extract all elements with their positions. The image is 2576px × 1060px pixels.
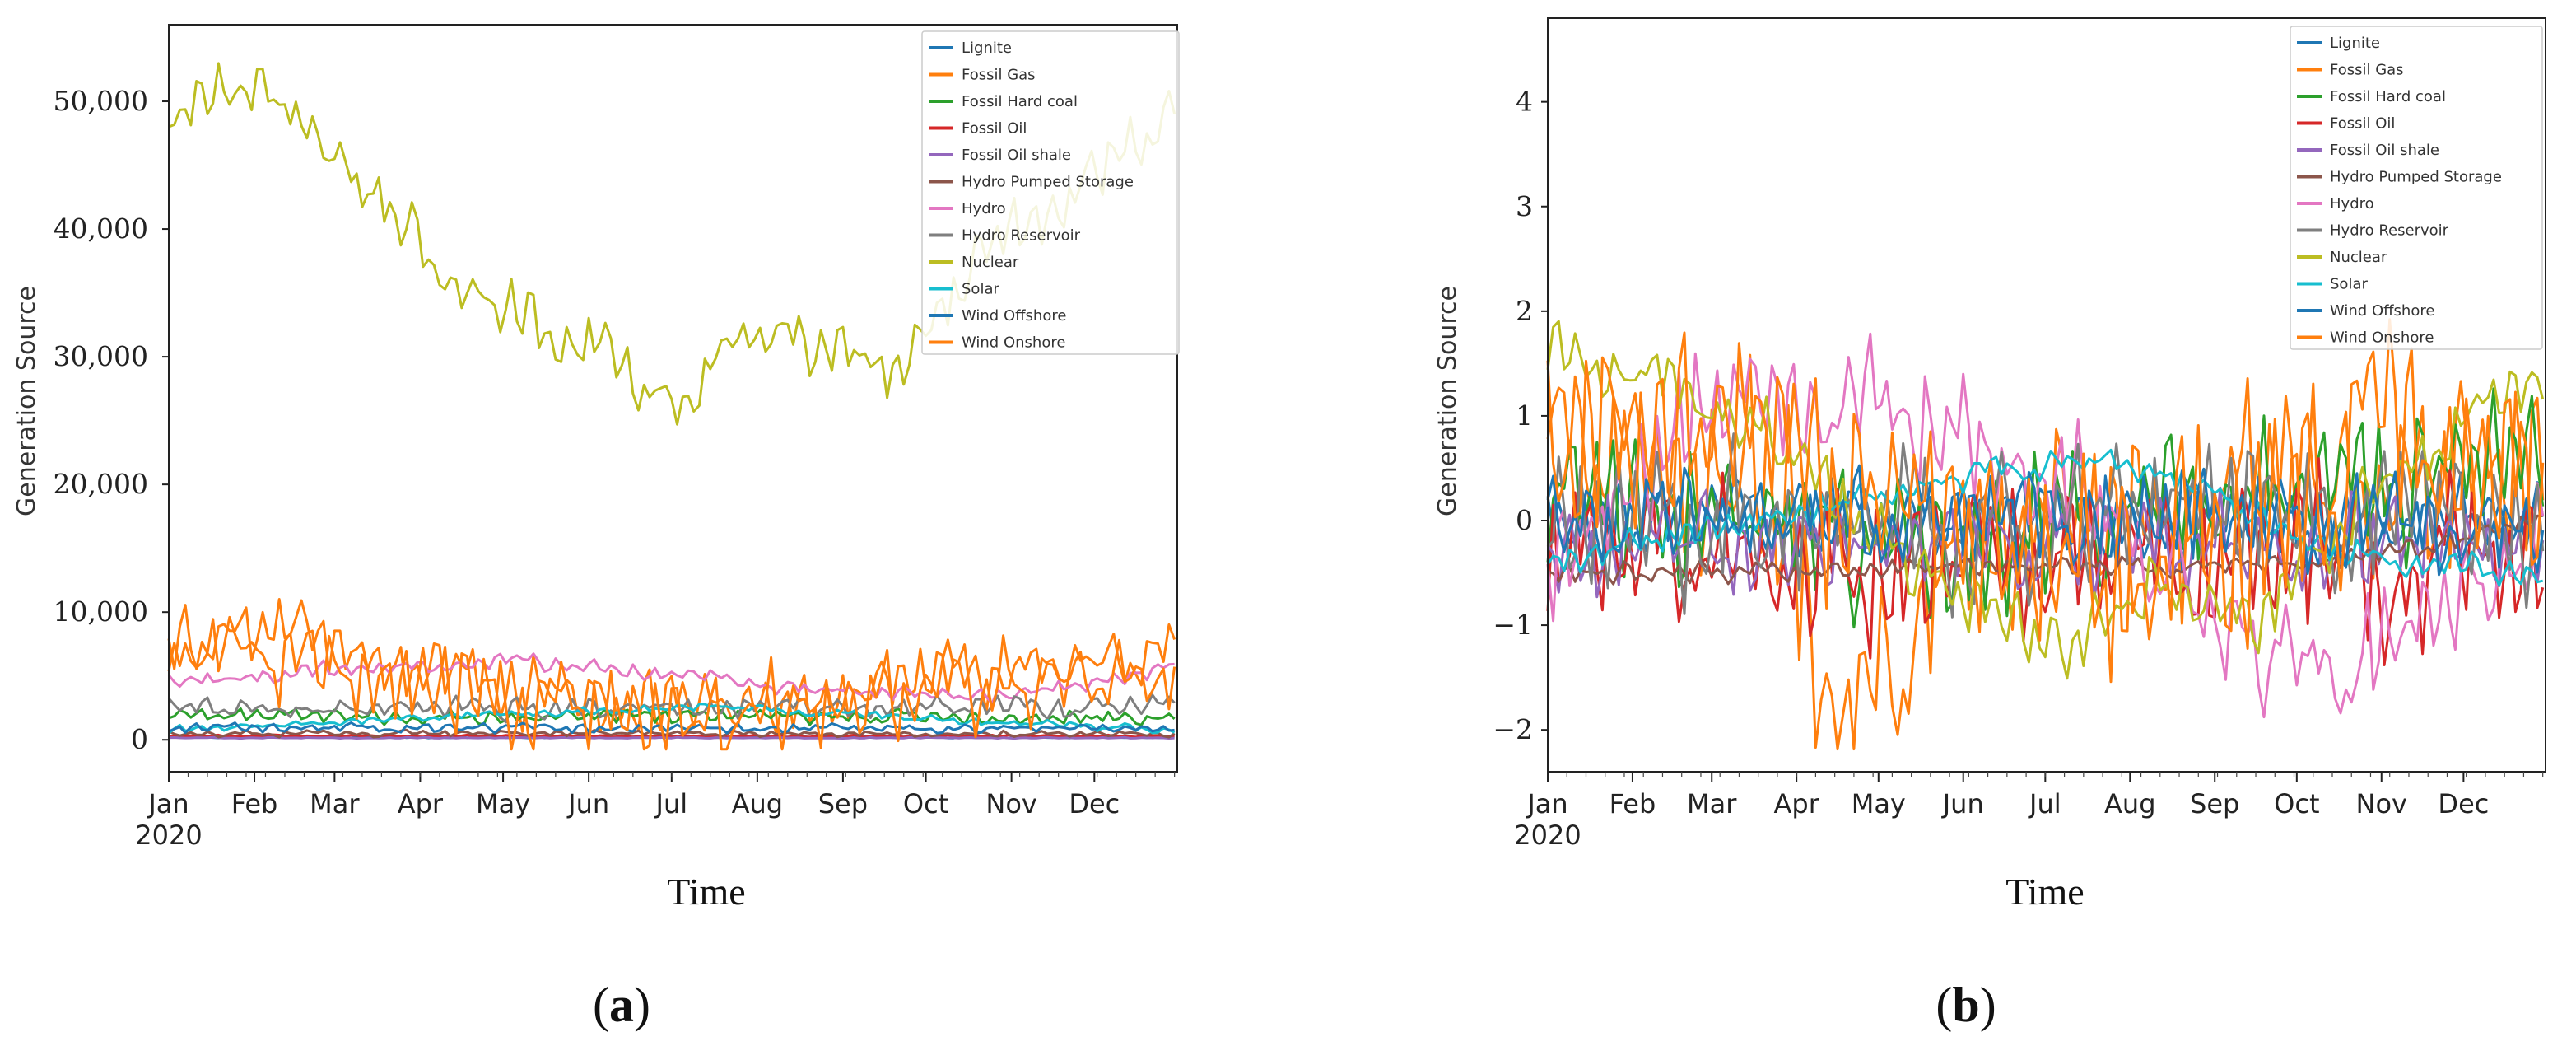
x-tick-label: Jul bbox=[654, 788, 688, 820]
series-line-hydro-reservoir bbox=[167, 693, 1176, 724]
panel-caption-b: (b) bbox=[1935, 978, 1996, 1032]
legend-entry: Hydro Pumped Storage bbox=[2330, 169, 2502, 186]
x-tick-label: Nov bbox=[985, 788, 1036, 820]
chart-panel-a: 0 10,000 20,000 30,000 40,000 50,000 Jan 2020 F… bbox=[12, 24, 1180, 1032]
y-axis-label-a: Generation Source bbox=[12, 286, 41, 516]
legend-box bbox=[2290, 26, 2543, 350]
x-tick-label: Aug bbox=[2104, 788, 2155, 820]
legend-entry: Nuclear bbox=[2330, 249, 2387, 266]
y-tick-label: −2 bbox=[1493, 713, 1533, 745]
legend-entry: Hydro Reservoir bbox=[2330, 222, 2449, 240]
y-axis-label-b: Generation Source bbox=[1433, 286, 1462, 516]
series-layer-b bbox=[1546, 318, 2545, 751]
y-ticks-b: −2 −1 0 1 2 3 4 bbox=[1493, 86, 1548, 745]
x-tick-label: Nov bbox=[2356, 788, 2407, 820]
chart-panel-b: −2 −1 0 1 2 3 4 Jan 2020 Feb Mar Apr May Jun Jul Aug Se… bbox=[1433, 17, 2546, 1032]
series-layer-a bbox=[167, 62, 1176, 751]
legend-entry: Fossil Gas bbox=[2330, 62, 2404, 79]
series-line-hydro-pumped-storage bbox=[1547, 514, 2543, 586]
series-line-fossil-hard-coal bbox=[168, 707, 1176, 726]
legend-entry: Wind Onshore bbox=[2330, 329, 2434, 347]
legend-entry: Solar bbox=[2330, 276, 2368, 293]
x-axis-label-a: Time bbox=[667, 871, 745, 913]
y-tick-label: 1 bbox=[1516, 399, 1533, 432]
legend-entry: Hydro bbox=[962, 200, 1006, 217]
series-line-nuclear bbox=[1546, 320, 2545, 680]
y-tick-label: 2 bbox=[1516, 295, 1533, 327]
series-line-wind-onshore bbox=[1546, 318, 2545, 684]
y-tick-label: 50,000 bbox=[54, 85, 148, 117]
series-line-hydro-pumped-storage bbox=[168, 728, 1176, 739]
legend-b: Lignite Fossil Gas Fossil Hard coal Fossil … bbox=[2290, 26, 2543, 350]
x-ticks-a: Jan 2020 Feb Mar Apr May Jun Jul Aug Sep Oct Nov Dec bbox=[135, 772, 1176, 851]
x-tick-label: May bbox=[476, 788, 530, 820]
series-line-wind-offshore bbox=[168, 721, 1175, 735]
x-tick-label: Jan 2020 bbox=[1514, 788, 1581, 851]
plot-frame-b bbox=[1547, 17, 2546, 773]
series-line-fossil-gas bbox=[167, 598, 1176, 735]
plot-frame-a bbox=[168, 24, 1178, 773]
legend-a: Lignite Fossil Gas Fossil Hard coal Fossil … bbox=[921, 30, 1180, 355]
legend-entry: Fossil Hard coal bbox=[2330, 88, 2446, 105]
series-line-hydro bbox=[167, 652, 1175, 705]
legend-entry: Lignite bbox=[962, 40, 1012, 57]
y-tick-label: 40,000 bbox=[54, 212, 148, 245]
y-ticks-a: 0 10,000 20,000 30,000 40,000 50,000 bbox=[54, 85, 169, 755]
legend-entry: Hydro Reservoir bbox=[962, 227, 1081, 245]
x-tick-label: Oct bbox=[2274, 788, 2319, 820]
x-axis-label-b: Time bbox=[2005, 871, 2084, 913]
series-line-hydro bbox=[1546, 332, 2545, 719]
x-tick-label: Feb bbox=[231, 788, 278, 820]
y-tick-label: 3 bbox=[1516, 190, 1533, 222]
x-tick-label: Oct bbox=[903, 788, 948, 820]
series-line-wind-onshore bbox=[167, 615, 1176, 751]
x-tick-label: Dec bbox=[1069, 788, 1120, 820]
x-tick-label: Aug bbox=[732, 788, 783, 820]
y-tick-label: 0 bbox=[1516, 504, 1533, 536]
x-tick-label: Mar bbox=[1687, 788, 1737, 820]
legend-entry: Solar bbox=[962, 281, 999, 298]
y-tick-label: 30,000 bbox=[54, 340, 148, 372]
legend-entry: Lignite bbox=[2330, 35, 2380, 52]
legend-entry: Hydro Pumped Storage bbox=[962, 174, 1134, 191]
x-tick-label: Jun bbox=[1941, 788, 1984, 820]
legend-entry: Fossil Oil shale bbox=[2330, 142, 2439, 159]
legend-entry: Fossil Oil shale bbox=[962, 147, 1071, 164]
legend-entry: Fossil Oil bbox=[962, 120, 1027, 138]
series-line-fossil-hard-coal bbox=[1546, 387, 2545, 629]
x-tick-label: Jul bbox=[2028, 788, 2061, 820]
x-tick-label: Sep bbox=[2190, 788, 2239, 820]
x-tick-label: Jun bbox=[566, 788, 609, 820]
legend-entry: Wind Offshore bbox=[962, 307, 1066, 325]
panel-caption-a: (a) bbox=[593, 978, 650, 1032]
series-line-fossil-oil-shale bbox=[168, 735, 1175, 740]
series-line-fossil-oil bbox=[1546, 457, 2545, 666]
y-tick-label: 4 bbox=[1516, 86, 1533, 118]
x-ticks-b: Jan 2020 Feb Mar Apr May Jun Jul Aug Sep Oct Nov Dec bbox=[1514, 772, 2544, 851]
legend-entry: Fossil Gas bbox=[962, 67, 1036, 84]
y-tick-label: 0 bbox=[131, 723, 148, 755]
legend-entry: Fossil Oil bbox=[2330, 115, 2395, 133]
legend-entry: Hydro bbox=[2330, 195, 2374, 212]
x-tick-label: Apr bbox=[1773, 788, 1819, 820]
legend-entry: Fossil Hard coal bbox=[962, 93, 1078, 110]
legend-entry: Wind Offshore bbox=[2330, 302, 2434, 320]
x-tick-label: Feb bbox=[1609, 788, 1656, 820]
y-tick-label: 10,000 bbox=[54, 595, 148, 628]
x-tick-label: Dec bbox=[2438, 788, 2489, 820]
x-tick-label: Jan 2020 bbox=[135, 788, 202, 851]
legend-entry: Nuclear bbox=[962, 254, 1019, 271]
y-tick-label: 20,000 bbox=[54, 468, 148, 500]
series-line-solar bbox=[168, 703, 1176, 735]
legend-box bbox=[921, 30, 1180, 355]
y-tick-label: −1 bbox=[1493, 609, 1533, 641]
x-tick-label: Sep bbox=[818, 788, 868, 820]
x-tick-label: Mar bbox=[310, 788, 360, 820]
x-tick-label: Apr bbox=[398, 788, 444, 820]
legend-entry: Wind Onshore bbox=[962, 334, 1065, 352]
x-tick-label: May bbox=[1852, 788, 1906, 820]
